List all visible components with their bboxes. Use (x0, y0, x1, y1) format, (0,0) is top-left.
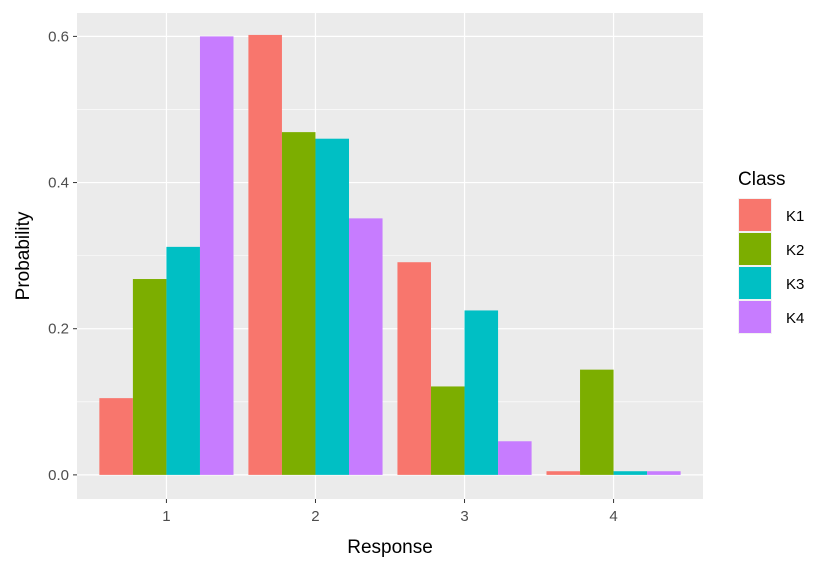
bar-k2-2 (281, 132, 316, 475)
legend-label-k3: K3 (786, 276, 804, 293)
y-tick-label: 0.4 (48, 175, 69, 192)
bar-k2-3 (430, 386, 465, 475)
legend-key-k4 (739, 301, 771, 333)
x-axis: 1 2 3 4 (162, 499, 618, 525)
x-tick-label: 3 (460, 508, 468, 525)
y-axis-title: Probability (13, 211, 34, 300)
bar-k4-4 (647, 471, 681, 475)
bar-k4-1 (199, 36, 234, 475)
y-tick-label: 0.0 (48, 467, 69, 484)
bar-k2-1 (132, 279, 167, 475)
legend-label-k1: K1 (786, 208, 804, 225)
legend-label-k2: K2 (786, 242, 804, 259)
x-axis-title: Response (347, 537, 433, 558)
y-tick-label: 0.6 (48, 28, 69, 45)
legend-title: Class (738, 169, 786, 190)
bar-k4-2 (349, 218, 383, 475)
bar-k3-3 (464, 310, 499, 475)
y-tick-label: 0.2 (48, 321, 69, 338)
bar-k1-1 (99, 398, 133, 475)
bar-k3-2 (315, 138, 350, 475)
bar-k4-3 (498, 441, 532, 475)
x-tick-label: 1 (162, 508, 170, 525)
bar-k1-4 (546, 471, 581, 475)
bar-k1-3 (397, 262, 431, 475)
bars (99, 34, 681, 475)
bar-k1-2 (248, 34, 282, 475)
x-tick-label: 4 (609, 508, 617, 525)
bar-k3-1 (166, 246, 200, 475)
y-axis: 0.0 0.2 0.4 0.6 (48, 28, 77, 484)
legend-key-k1 (739, 199, 771, 231)
x-tick-label: 2 (311, 508, 319, 525)
legend-key-k3 (739, 267, 771, 299)
bar-k2-4 (580, 369, 614, 475)
legend-label-k4: K4 (786, 310, 804, 327)
legend: Class K1 K2 K3 K4 (738, 169, 804, 334)
legend-key-k2 (739, 233, 771, 265)
bar-k3-4 (613, 471, 648, 475)
